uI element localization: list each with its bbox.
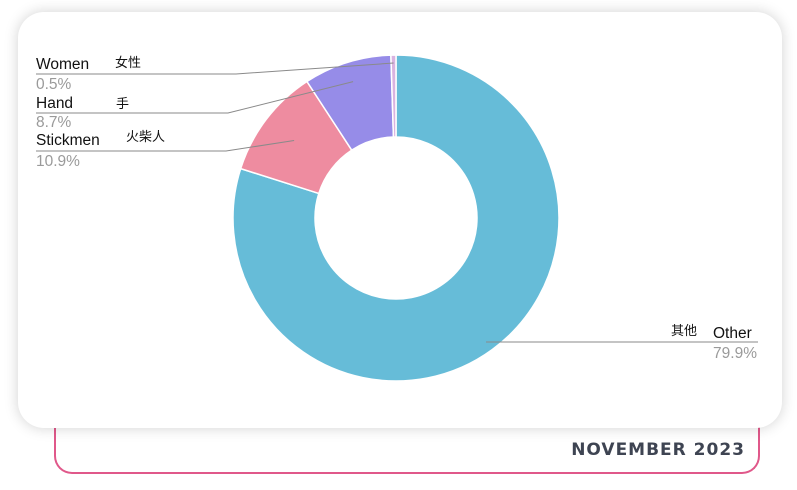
stickmen-label: Stickmen xyxy=(36,132,100,149)
women-label: Women xyxy=(36,56,89,73)
women-pct: 0.5% xyxy=(36,76,72,93)
leader-line-hand xyxy=(36,81,354,114)
other-label: Other xyxy=(713,325,752,342)
other-pct: 79.9% xyxy=(713,345,757,362)
hand-label-cn: 手 xyxy=(116,97,129,112)
leader-line-women xyxy=(36,62,394,75)
leader-line-stickmen xyxy=(36,140,295,152)
other-label-cn: 其他 xyxy=(671,324,697,339)
stickmen-label-cn: 火柴人 xyxy=(126,130,165,145)
slice-other xyxy=(232,54,560,382)
date-label: NOVEMBER 2023 xyxy=(571,440,745,460)
hand-label: Hand xyxy=(36,95,73,112)
hand-pct: 8.7% xyxy=(36,114,72,131)
women-label-cn: 女性 xyxy=(115,55,141,71)
stickmen-pct: 10.9% xyxy=(36,153,80,170)
slice-women xyxy=(390,54,397,138)
